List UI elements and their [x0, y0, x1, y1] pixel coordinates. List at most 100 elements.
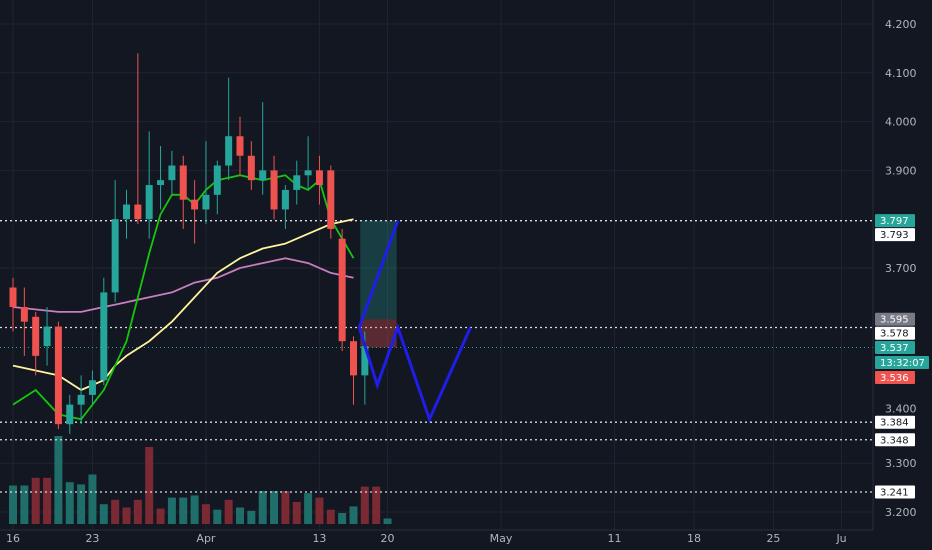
volume-bar — [190, 495, 199, 524]
ma-mid-line — [12, 218, 354, 391]
candle-body — [338, 238, 346, 342]
candle-body — [259, 170, 267, 181]
countdown-tag-bg — [875, 356, 929, 370]
candle-body — [157, 180, 165, 186]
candle-body — [327, 170, 335, 229]
volume-bar — [372, 486, 381, 524]
price-tag: 3.793 — [880, 230, 909, 241]
volume-bar — [201, 504, 210, 524]
time-tick-label: Apr — [196, 532, 216, 545]
candle-body — [168, 165, 176, 181]
volume-bars — [9, 436, 392, 524]
price-tag-bg — [875, 312, 915, 326]
volume-bar — [360, 486, 369, 524]
candle-body — [293, 175, 301, 190]
price-tag-bg — [875, 415, 915, 429]
price-tag: 3.578 — [880, 329, 909, 340]
position-stop-zone[interactable] — [360, 319, 397, 348]
volume-bar — [258, 491, 267, 524]
time-tick-label: Ju — [835, 532, 846, 545]
ma-slow-line — [12, 257, 354, 313]
current-price-tag-bg — [875, 341, 915, 355]
countdown-tag: 13:32:07 — [880, 358, 925, 369]
price-tick-label: 3.200 — [885, 506, 917, 519]
volume-bar — [31, 477, 40, 524]
price-tag-bg — [875, 214, 915, 228]
price-tick-label: 3.700 — [885, 262, 917, 275]
volume-bar — [77, 484, 86, 524]
candle-body — [20, 307, 28, 322]
time-tick-label: 23 — [85, 532, 99, 545]
time-tick-label: 11 — [608, 532, 622, 545]
time-tick-label: 20 — [381, 532, 395, 545]
volume-bar — [43, 477, 52, 524]
price-tick-label: 3.400 — [885, 402, 917, 415]
volume-bar — [213, 509, 222, 524]
volume-bar — [304, 493, 313, 524]
projection-zigzag[interactable] — [357, 220, 472, 424]
time-tick-label: May — [490, 532, 513, 545]
candle-body — [361, 346, 369, 376]
candle-body — [179, 165, 187, 200]
volume-bar — [383, 518, 392, 524]
price-tick-label: 4.000 — [885, 116, 917, 129]
volume-bar — [224, 499, 233, 524]
candle-body — [43, 326, 51, 347]
price-tag: 3.241 — [880, 487, 909, 498]
volume-bar — [88, 474, 97, 524]
time-tick-label: 16 — [6, 532, 20, 545]
candle-body — [66, 404, 74, 425]
price-tag: 3.348 — [880, 435, 909, 446]
price-tag: 3.595 — [880, 315, 909, 326]
volume-bar — [145, 447, 154, 524]
volume-bar — [247, 510, 256, 524]
volume-bar — [349, 506, 358, 524]
candle-body — [54, 326, 62, 425]
price-tick-label: 4.100 — [885, 67, 917, 80]
volume-bar — [338, 513, 347, 524]
volume-bar — [54, 436, 63, 524]
candle-body — [202, 194, 210, 210]
price-tick-label: 3.300 — [885, 457, 917, 470]
volume-bar — [111, 499, 120, 524]
volume-bar — [20, 485, 29, 524]
candle-body — [100, 292, 108, 381]
candle-body — [225, 136, 233, 166]
candle-body — [111, 219, 119, 293]
time-tick-label: 25 — [766, 532, 780, 545]
projection-path[interactable] — [357, 220, 472, 424]
volume-bar — [326, 509, 335, 524]
last-price-tag-bg — [875, 371, 915, 385]
candle-body — [270, 170, 278, 210]
candle-body — [247, 155, 255, 181]
volume-bar — [236, 507, 244, 524]
current-price-tag: 3.537 — [880, 343, 909, 354]
candle-body — [191, 199, 199, 210]
volume-bar — [292, 502, 301, 524]
candle-body — [304, 170, 312, 176]
volume-bar — [270, 491, 279, 524]
price-tag: 3.384 — [880, 418, 909, 429]
volume-bar — [179, 497, 188, 524]
price-tick-label: 4.200 — [885, 18, 917, 31]
candle-body — [134, 204, 142, 220]
candle-body — [77, 394, 85, 405]
price-tags: 3.797 3.793 3.595 3.578 3.384 3.348 3.241 3.537… — [875, 214, 929, 499]
candle-body — [123, 204, 130, 220]
price-tag: 3.797 — [880, 216, 909, 227]
time-tick-label: 18 — [687, 532, 701, 545]
volume-bar — [122, 507, 131, 524]
candle-body — [281, 189, 289, 210]
candle-body — [315, 170, 323, 186]
volume-bar — [65, 482, 74, 524]
price-tick-label: 3.900 — [885, 164, 917, 177]
volume-bar — [315, 497, 324, 524]
candles — [9, 53, 369, 434]
candle-body — [9, 287, 17, 308]
volume-bar — [9, 485, 17, 524]
candle-body — [213, 165, 221, 195]
price-tag-bg — [875, 485, 915, 499]
volume-bar — [99, 504, 108, 524]
